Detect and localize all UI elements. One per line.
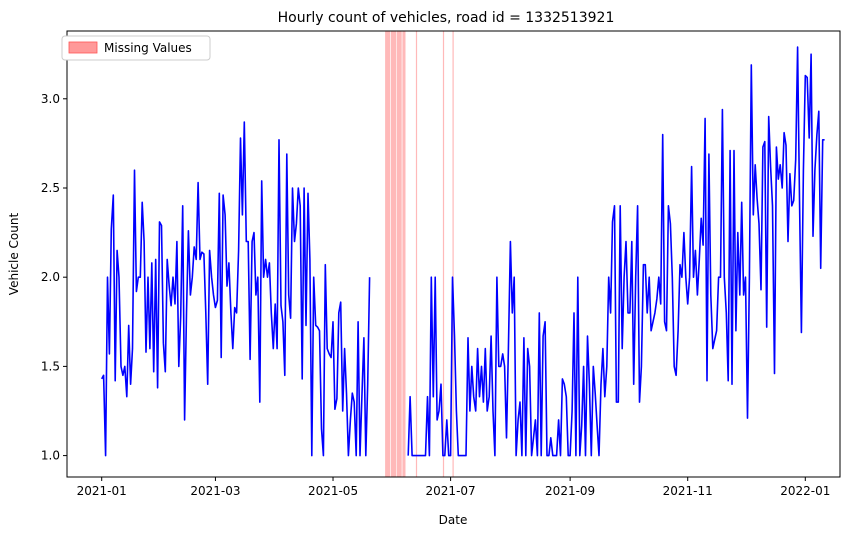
missing-band xyxy=(442,31,445,477)
chart-title: Hourly count of vehicles, road id = 1332… xyxy=(278,10,615,26)
y-axis-label: Vehicle Count xyxy=(7,213,21,296)
x-axis-label: Date xyxy=(439,513,468,527)
legend-swatch xyxy=(68,41,98,54)
x-tick-label: 2021-09 xyxy=(545,484,595,498)
x-tick-label: 2021-11 xyxy=(663,484,713,498)
series-line xyxy=(407,46,825,457)
x-tick-label: 2021-01 xyxy=(77,484,127,498)
legend: Missing Values xyxy=(61,35,211,61)
missing-band xyxy=(452,31,454,477)
y-tick-label: 1.5 xyxy=(41,359,60,373)
y-tick-label: 2.0 xyxy=(41,270,60,284)
missing-band xyxy=(385,31,391,477)
legend-label: Missing Values xyxy=(104,41,192,55)
x-tick-label: 2021-05 xyxy=(308,484,358,498)
y-tick-label: 2.5 xyxy=(41,181,60,195)
y-ticks: 1.0 1.5 2.0 2.5 3.0 xyxy=(41,92,67,463)
x-tick-label: 2021-03 xyxy=(190,484,240,498)
missing-band xyxy=(402,31,406,477)
plot-frame xyxy=(66,30,841,478)
series-lines xyxy=(100,46,825,457)
legend-box xyxy=(61,35,211,61)
x-ticks: 2021-01 2021-03 2021-05 2021-07 2021-09 2021-… xyxy=(77,477,830,498)
y-tick-label: 3.0 xyxy=(41,92,60,106)
missing-band xyxy=(396,31,402,477)
missing-band xyxy=(390,31,396,477)
missing-bands xyxy=(385,31,454,477)
x-tick-label: 2021-07 xyxy=(426,484,476,498)
series-line xyxy=(100,121,371,457)
y-tick-label: 1.0 xyxy=(41,449,60,463)
x-tick-label: 2022-01 xyxy=(780,484,830,498)
missing-band xyxy=(415,31,418,477)
